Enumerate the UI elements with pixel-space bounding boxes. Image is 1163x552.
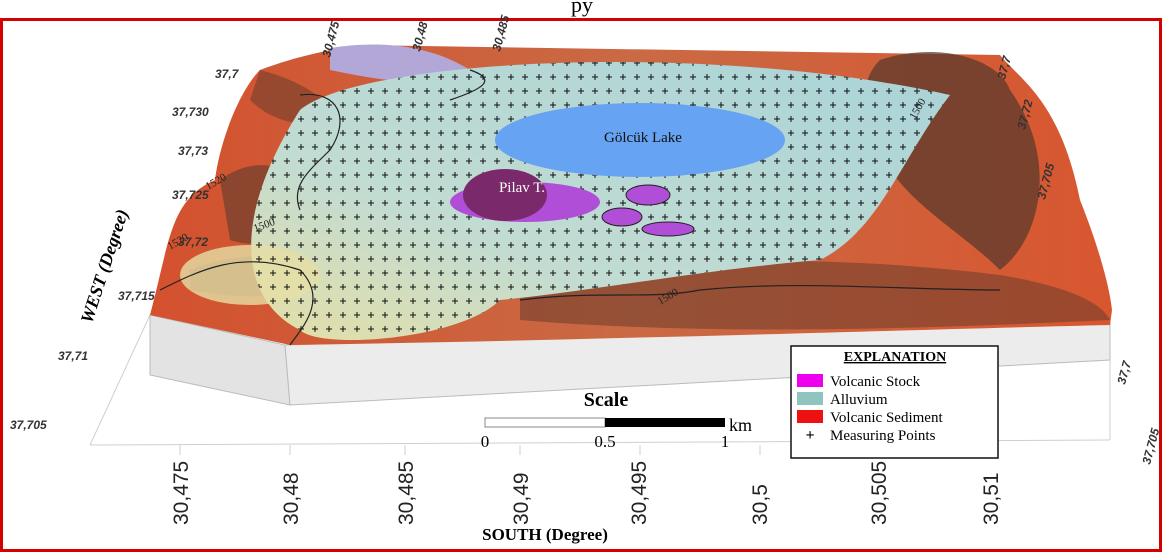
volcanic-stock	[625, 184, 671, 206]
east-tick-label: 37,7	[994, 53, 1014, 80]
east-tick-label: 37,7	[1114, 358, 1134, 385]
west-tick-label: 37,73	[178, 144, 208, 158]
contours	[159, 69, 1001, 346]
scale-bar-white	[484, 417, 606, 428]
lake-label: Gölcük Lake	[604, 130, 682, 146]
south-tick-label: 30,51	[980, 472, 1003, 525]
legend-title: EXPLANATION	[844, 350, 946, 365]
south-tick-label: 30,495	[628, 461, 651, 525]
ridge	[520, 260, 1110, 330]
legend-label: Alluvium	[830, 392, 888, 408]
scale-tick: 0.5	[594, 432, 615, 451]
scale-tick: 0	[481, 432, 490, 451]
lake	[495, 103, 785, 177]
legend-swatch	[797, 410, 823, 423]
legend-swatch	[797, 374, 823, 387]
south-tick-label: 30,48	[280, 472, 303, 525]
south-tick-label: 30,505	[868, 461, 891, 525]
volcanic-stock-dome	[463, 169, 547, 221]
scale-tick: 1	[721, 432, 730, 451]
volcanic-stock	[641, 221, 695, 237]
scale-title: Scale	[584, 389, 629, 411]
west-tick-label: 37,71	[58, 349, 88, 363]
legend-symbol: +	[805, 427, 814, 444]
west-tick-label: 37,715	[118, 289, 155, 303]
scale-unit: km	[729, 415, 752, 435]
south-tick-label: 30,5	[749, 484, 772, 525]
west-tick-label: 37,72	[178, 235, 208, 249]
south-tick-label: 30,475	[170, 461, 193, 525]
header-title: py	[571, 0, 593, 17]
south-tick-label: 30,485	[395, 461, 418, 525]
legend-label: Volcanic Sediment	[830, 410, 943, 426]
volcanic-stock	[601, 207, 643, 227]
south-axis-label: SOUTH (Degree)	[482, 525, 608, 544]
legend-label: Volcanic Stock	[830, 374, 921, 390]
west-tick-label: 37,7	[215, 67, 240, 81]
west-tick-label: 37,730	[172, 105, 209, 119]
scale-bar-black	[605, 418, 725, 427]
legend-swatch	[797, 392, 823, 405]
south-tick-label: 30,49	[510, 472, 533, 525]
legend-label: Measuring Points	[830, 428, 936, 444]
legend-items: Volcanic Stock Alluvium Volcanic Sediment +…	[797, 374, 943, 444]
west-tick-label: 37,705	[10, 418, 47, 432]
peak-label: Pilav T.	[499, 180, 545, 196]
legend-box	[790, 345, 999, 459]
west-tick-label: 37,725	[172, 188, 209, 202]
